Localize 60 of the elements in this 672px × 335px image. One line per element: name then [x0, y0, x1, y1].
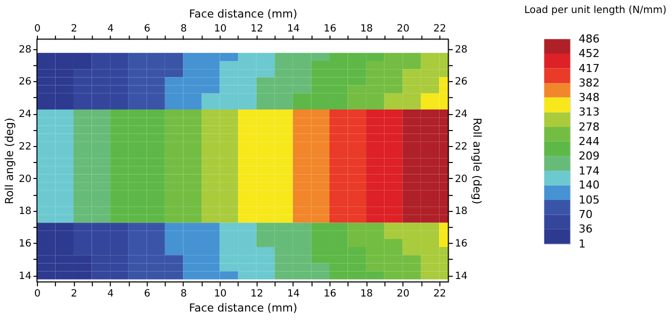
y2-tick-label: 16 [454, 238, 468, 250]
y2-tick-label: 14 [454, 270, 468, 282]
x2-tick-label: 20 [396, 288, 410, 300]
x2-tick-label: 4 [107, 288, 114, 300]
y-tick-label: 24 [18, 109, 32, 120]
y-tick-label: 18 [18, 206, 32, 218]
color-bar-label: 486 [578, 32, 600, 46]
color-bar-label: 36 [578, 222, 593, 236]
x-tick-label: 22 [433, 24, 446, 35]
x2-tick-label: 22 [433, 288, 446, 300]
y-tick-label: 28 [18, 44, 32, 56]
x2-axis-title: Face distance (mm) [189, 8, 298, 21]
x2-tick-label: 12 [250, 288, 264, 300]
y2-tick-label: 24 [454, 109, 468, 120]
x2-tick-label: 16 [324, 288, 336, 300]
y2-axis-title: Roll angle (deg) [470, 118, 484, 204]
color-bar-label: 174 [578, 164, 600, 178]
x-tick-label: 14 [287, 24, 300, 35]
x-axis-title: Face distance (mm) [189, 301, 298, 314]
x-tick-label: 8 [180, 24, 187, 35]
color-bar-label: 105 [578, 193, 600, 206]
color-bar-label: 382 [578, 76, 600, 90]
x-tick-label: 18 [360, 24, 373, 35]
x-tick-label: 4 [107, 24, 114, 35]
color-bar-label: 417 [578, 62, 600, 75]
x-tick-label: 0 [34, 24, 41, 35]
color-bar-label: 278 [578, 120, 600, 134]
x-tick-label: 12 [250, 24, 264, 35]
color-bar-label: 452 [578, 47, 600, 60]
x2-tick-label: 10 [214, 288, 227, 300]
x2-tick-label: 14 [287, 288, 300, 300]
x-tick-label: 10 [214, 24, 227, 35]
x2-tick-label: 18 [360, 288, 373, 300]
color-bar-label: 1 [578, 237, 586, 250]
color-bar-label: 140 [578, 178, 600, 192]
color-bar-label: 348 [578, 90, 600, 104]
x-tick-label: 16 [324, 24, 336, 35]
y-axis-title: Roll angle (deg) [2, 118, 16, 204]
x2-tick-label: 8 [180, 288, 187, 300]
y2-tick-label: 22 [454, 141, 468, 152]
y2-tick-label: 28 [454, 44, 468, 56]
y-tick-label: 14 [18, 270, 32, 282]
y2-tick-label: 26 [454, 76, 468, 88]
color-bar-title: Load per unit length (N/mm) [524, 5, 667, 16]
color-bar-label: 70 [578, 208, 593, 222]
y-tick-label: 20 [18, 174, 32, 185]
x2-tick-label: 0 [34, 288, 41, 300]
x-tick-label: 20 [396, 24, 410, 35]
x2-tick-label: 6 [144, 288, 150, 300]
y2-tick-label: 18 [454, 206, 468, 218]
y-tick-label: 22 [18, 141, 32, 152]
color-bar-label: 313 [578, 106, 600, 119]
y-tick-label: 26 [18, 76, 32, 88]
color-bar-label: 209 [578, 150, 600, 163]
color-bar-label: 244 [578, 134, 600, 148]
x-tick-label: 2 [70, 24, 78, 35]
x2-tick-label: 2 [70, 288, 78, 300]
y2-tick-label: 20 [454, 174, 468, 185]
y-tick-label: 16 [18, 238, 32, 250]
x-tick-label: 6 [144, 24, 150, 35]
